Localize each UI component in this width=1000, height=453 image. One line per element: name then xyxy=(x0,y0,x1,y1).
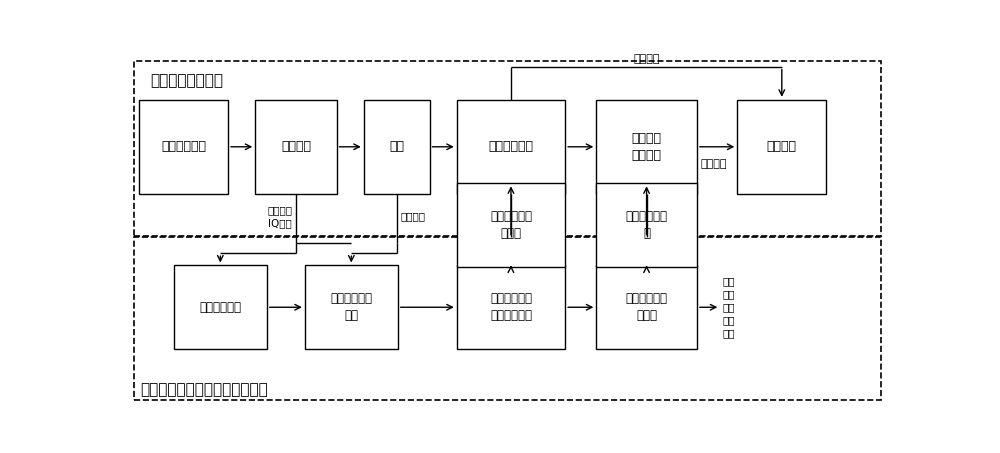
FancyBboxPatch shape xyxy=(457,265,565,349)
FancyBboxPatch shape xyxy=(174,265,267,349)
FancyBboxPatch shape xyxy=(305,265,398,349)
FancyBboxPatch shape xyxy=(364,100,430,194)
Text: 视频信号处理: 视频信号处理 xyxy=(488,140,533,153)
Text: 脉冲压缩: 脉冲压缩 xyxy=(281,140,311,153)
FancyBboxPatch shape xyxy=(596,183,697,267)
Text: 方位维速度分
布统计: 方位维速度分 布统计 xyxy=(626,292,668,322)
FancyBboxPatch shape xyxy=(737,100,826,194)
Text: 求模数据: 求模数据 xyxy=(401,212,426,222)
Text: 终端显示: 终端显示 xyxy=(767,140,797,153)
Text: 距离维连续性
判定: 距离维连续性 判定 xyxy=(330,292,372,322)
Text: 一次视频: 一次视频 xyxy=(633,54,660,64)
Text: 径向
运动
特征
指示
信号: 径向 运动 特征 指示 信号 xyxy=(723,276,735,339)
FancyBboxPatch shape xyxy=(139,100,228,194)
Text: 加装目标径向运动特征判别通道: 加装目标径向运动特征判别通道 xyxy=(140,382,268,397)
FancyBboxPatch shape xyxy=(596,100,697,194)
FancyBboxPatch shape xyxy=(596,265,697,349)
Text: 雷达收发分机: 雷达收发分机 xyxy=(161,140,206,153)
Text: 求模: 求模 xyxy=(389,140,404,153)
Text: 数据处理
检测跟踪: 数据处理 检测跟踪 xyxy=(632,132,662,162)
Text: 脉冲压缩
IQ数据: 脉冲压缩 IQ数据 xyxy=(267,205,292,228)
Text: 视频背景均匀
性判决: 视频背景均匀 性判决 xyxy=(490,210,532,240)
Text: 二次视频: 二次视频 xyxy=(700,159,727,169)
FancyBboxPatch shape xyxy=(255,100,337,194)
FancyBboxPatch shape xyxy=(457,183,565,267)
Text: 径向速度计算: 径向速度计算 xyxy=(199,301,241,314)
Text: 相关脉冲数计
算: 相关脉冲数计 算 xyxy=(626,210,668,240)
Text: 雷达正常处理通道: 雷达正常处理通道 xyxy=(150,73,223,88)
Text: 自适应门限速
度恒虚警检测: 自适应门限速 度恒虚警检测 xyxy=(490,292,532,322)
FancyBboxPatch shape xyxy=(457,100,565,194)
